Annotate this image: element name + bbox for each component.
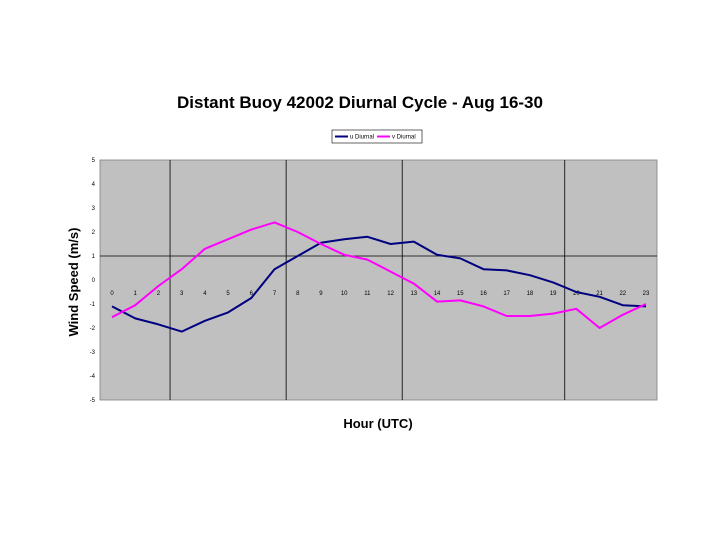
x-tick-label: 6: [250, 291, 254, 297]
x-tick-label: 1: [134, 291, 138, 297]
series-lines: [111, 221, 647, 333]
x-tick-label: 16: [480, 291, 487, 297]
y-tick-label: -3: [90, 350, 96, 356]
x-tick-label: 20: [573, 291, 580, 297]
x-tick-label: 13: [410, 291, 417, 297]
x-tick-labels: 0 1 2 3 4 5 6 7 8 9 10 11 12 13 14 15 16 17 18 19 20 21 22 23: [110, 291, 650, 297]
y-tick-label: 5: [92, 158, 96, 164]
x-tick-label: 15: [457, 291, 464, 297]
x-tick-label: 19: [550, 291, 557, 297]
x-tick-label: 14: [434, 291, 441, 297]
x-tick-label: 7: [273, 291, 277, 297]
x-tick-label: 23: [643, 291, 650, 297]
x-tick-label: 21: [596, 291, 603, 297]
y-tick-label: -5: [90, 398, 96, 404]
y-tick-label: 3: [92, 206, 96, 212]
x-tick-label: 3: [180, 291, 184, 297]
series-line-0: [111, 235, 647, 333]
legend-label-u: u Diurnal: [350, 135, 374, 141]
legend: u Diurnal v Diurnal: [331, 129, 423, 144]
legend-label-v: v Diurnal: [392, 135, 416, 141]
chart-title: Distant Buoy 42002 Diurnal Cycle - Aug 1…: [177, 93, 543, 112]
x-tick-label: 10: [341, 291, 348, 297]
x-tick-label: 9: [319, 291, 323, 297]
y-tick-label: 4: [92, 182, 96, 188]
y-tick-labels: 5 4 3 2 1 0 -1 -2 -3 -4 -5: [90, 158, 96, 404]
y-tick-label: 2: [92, 230, 96, 236]
x-tick-label: 4: [203, 291, 207, 297]
x-tick-label: 2: [157, 291, 161, 297]
x-tick-label: 12: [387, 291, 394, 297]
y-tick-label: -2: [90, 326, 96, 332]
x-tick-label: 17: [503, 291, 510, 297]
x-tick-label: 8: [296, 291, 300, 297]
x-tick-label: 5: [226, 291, 230, 297]
x-tick-label: 0: [110, 291, 114, 297]
series-line-1: [111, 221, 647, 329]
y-tick-label: -4: [90, 374, 96, 380]
x-tick-label: 18: [527, 291, 534, 297]
y-tick-label: 0: [92, 278, 96, 284]
plot-area: [99, 159, 658, 401]
x-axis-label: Hour (UTC): [343, 416, 412, 431]
y-tick-label: -1: [90, 302, 96, 308]
y-tick-label: 1: [92, 254, 96, 260]
grid-lines: [100, 160, 657, 400]
x-tick-label: 11: [364, 291, 371, 297]
y-axis-label: Wind Speed (m/s): [66, 228, 81, 337]
x-tick-label: 22: [619, 291, 626, 297]
